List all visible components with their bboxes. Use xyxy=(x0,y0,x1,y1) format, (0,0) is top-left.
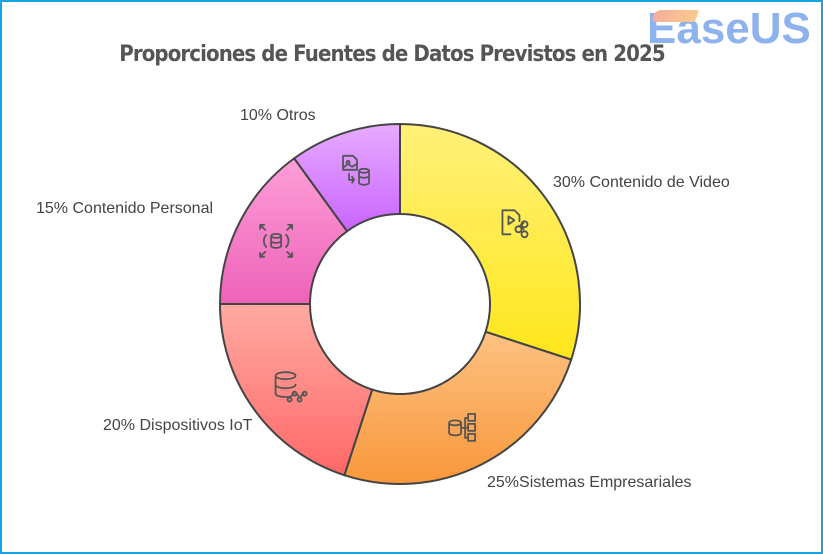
image-to-database-icon xyxy=(342,154,370,186)
slice-dispositivos-iot xyxy=(218,303,374,477)
slice-contenido-de-video xyxy=(399,122,581,361)
slice-sistemas-empresariales xyxy=(343,330,573,485)
database-hierarchy-icon xyxy=(448,412,477,442)
slice-label-sistemas: 25%Sistemas Empresariales xyxy=(487,474,692,491)
slice-label-iot: 20% Dispositivos IoT xyxy=(103,417,253,434)
database-expand-icon xyxy=(259,223,294,258)
slice-label-personal: 15% Contenido Personal xyxy=(36,200,214,217)
database-network-icon xyxy=(274,371,308,403)
slice-contenido-personal xyxy=(218,156,349,305)
slice-otros xyxy=(292,122,401,233)
slice-label-video: 30% Contenido de Video xyxy=(553,174,730,191)
video-share-icon xyxy=(501,209,529,239)
slice-label-otros: 10% Otros xyxy=(240,107,316,124)
chart-title: Proporciones de Fuentes de Datos Previst… xyxy=(119,42,665,67)
easeus-logo: EaseUS xyxy=(647,4,811,53)
